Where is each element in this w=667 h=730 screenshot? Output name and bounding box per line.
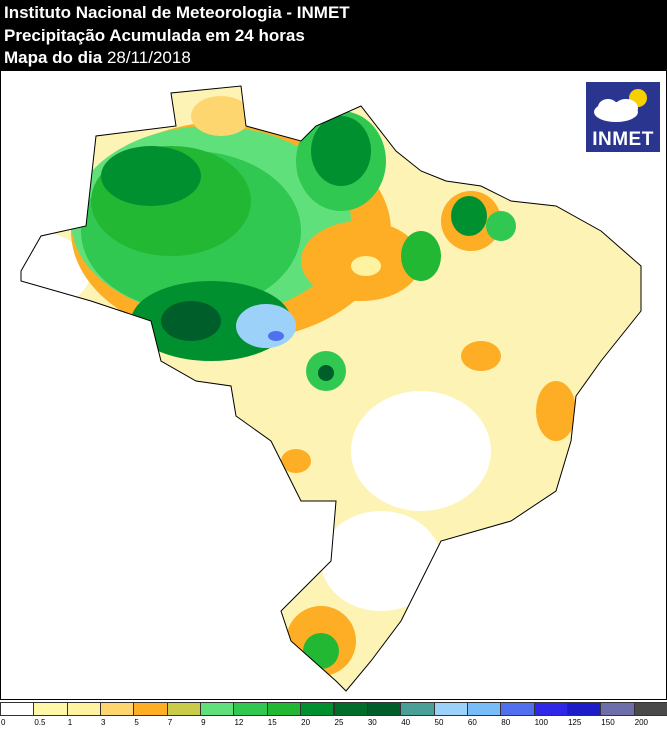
legend-swatch [100, 702, 135, 716]
legend-label: 0 [1, 718, 6, 727]
legend-label: 5 [134, 718, 139, 727]
precipitation-map [0, 70, 667, 700]
legend-swatch [366, 702, 402, 716]
legend-label: 80 [501, 718, 511, 727]
legend-swatch [466, 702, 502, 716]
title-institute: Instituto Nacional de Meteorologia - INM… [4, 3, 350, 22]
legend-swatch [266, 702, 302, 716]
legend-label: 20 [301, 718, 311, 727]
brazil-map [20, 85, 642, 692]
legend-swatch [633, 702, 667, 716]
cloud-sun-icon [594, 89, 647, 122]
title-date-line: Mapa do dia 28/11/2018 [4, 48, 191, 68]
legend-swatch [400, 702, 435, 716]
legend-swatch [66, 702, 102, 716]
legend-swatch [166, 702, 202, 716]
legend-swatch [333, 702, 368, 716]
legend-swatch [500, 702, 535, 716]
legend-label: 7 [167, 718, 173, 727]
color-legend: 0 0.5 1 3 5 7 9 12 15 20 25 30 40 50 60 80 100 125 150 200 [0, 701, 667, 730]
legend-label: 125 [567, 718, 582, 727]
legend-label: 50 [434, 718, 444, 727]
legend-label: 60 [467, 718, 477, 727]
legend-label: 0.5 [34, 718, 46, 727]
legend-swatch [233, 702, 268, 716]
legend-label: 25 [334, 718, 344, 727]
legend-label: 100 [534, 718, 548, 727]
legend-swatch [566, 702, 602, 716]
legend-swatch [600, 702, 635, 716]
legend-swatch [33, 702, 68, 716]
logo-text: INMET [592, 129, 654, 150]
legend-swatch [300, 702, 335, 716]
title-product: Precipitação Acumulada em 24 horas [4, 26, 305, 45]
date-label: Mapa do dia [4, 48, 103, 67]
legend-label: 40 [401, 718, 411, 727]
header: Instituto Nacional de Meteorologia - INM… [0, 0, 667, 70]
legend-swatch [133, 702, 168, 716]
legend-swatch [200, 702, 235, 716]
precipitation-field [21, 86, 641, 691]
legend-swatch [533, 702, 568, 716]
map-date: 28/11/2018 [106, 48, 191, 67]
legend-label: 9 [201, 718, 206, 727]
inmet-logo: INMET [586, 82, 660, 152]
legend-label: 1 [67, 718, 73, 727]
legend-label: 200 [634, 718, 648, 727]
legend-label: 3 [101, 718, 106, 727]
legend-label: 30 [367, 718, 377, 727]
legend-swatch [0, 702, 35, 716]
legend-label: 150 [601, 718, 615, 727]
legend-swatch [433, 702, 468, 716]
legend-label: 15 [267, 718, 277, 727]
legend-label: 12 [234, 718, 244, 727]
